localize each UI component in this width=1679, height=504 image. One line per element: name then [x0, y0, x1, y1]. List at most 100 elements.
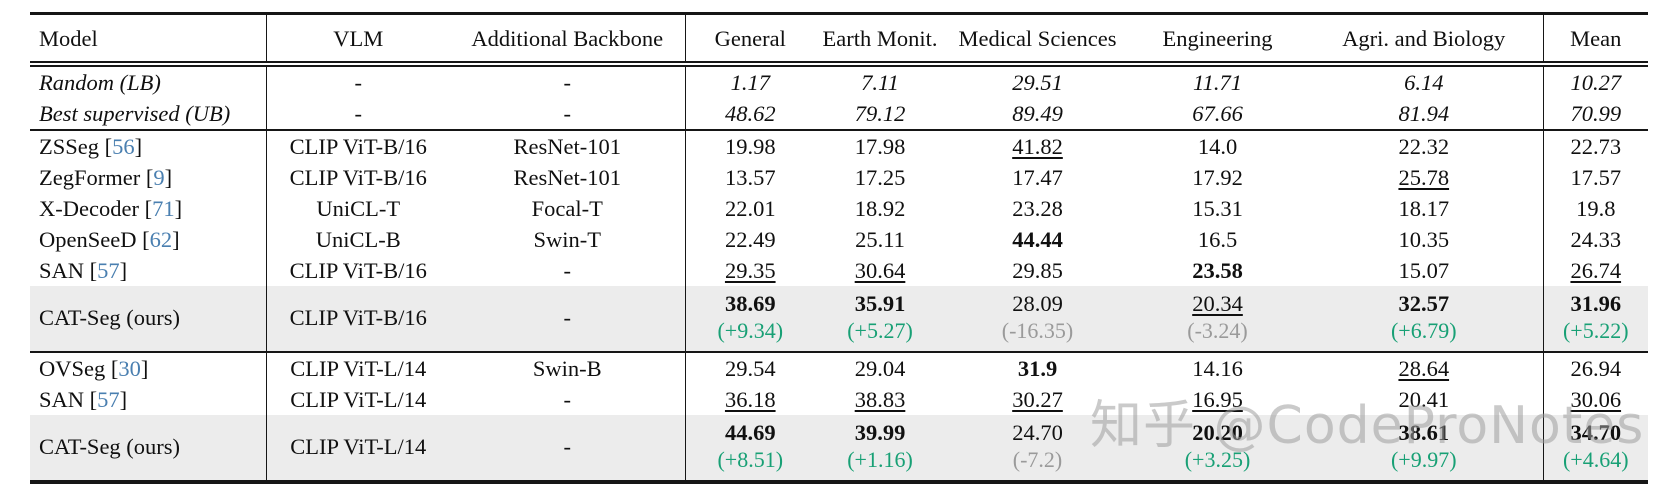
backbone-cell: Focal-T: [450, 193, 686, 224]
mean-cell: 17.57: [1570, 165, 1622, 190]
score-cell: 18.17: [1305, 193, 1544, 224]
score-cell: 15.07: [1305, 255, 1544, 286]
citation-ref[interactable]: 9: [153, 165, 165, 190]
score-delta: (+9.34): [717, 318, 784, 343]
score-value: 31.96: [1570, 291, 1622, 316]
score-cell: 20.20 (+3.25): [1130, 415, 1305, 482]
column-header-vlm: VLM: [266, 13, 450, 67]
score-delta: (+9.97): [1390, 447, 1457, 472]
score-value: 38.69: [724, 291, 776, 316]
row-ovseg: OVSeg [30] CLIP ViT-L/14 Swin-B 29.54 29…: [30, 352, 1648, 384]
score-cell: 15.31: [1192, 196, 1243, 221]
score-cell: 38.69 (+9.34): [685, 286, 815, 352]
column-header-backbone: Additional Backbone: [450, 13, 686, 67]
mean-cell: 26.94: [1570, 356, 1622, 381]
score-delta: (+8.51): [717, 447, 784, 472]
model-label: SAN [: [39, 258, 98, 283]
bracket: ]: [172, 227, 180, 252]
model-cell: Best supervised (UB): [30, 98, 267, 130]
model-cell: Random (LB): [30, 64, 267, 98]
score-cell: 29.04: [854, 356, 906, 381]
mean-cell: 10.27: [1570, 70, 1622, 95]
score-cell: 22.32: [1305, 130, 1544, 162]
score-cell: 30.27: [1012, 387, 1063, 412]
score-cell: 89.49: [1012, 101, 1063, 126]
score-delta: (-3.24): [1187, 318, 1248, 343]
score-cell: 19.98: [724, 134, 776, 159]
mean-cell: 70.99: [1570, 101, 1622, 126]
score-cell: 17.92: [1192, 165, 1243, 190]
score-delta: (+4.64): [1562, 447, 1629, 472]
mean-cell: 34.70 (+4.64): [1543, 415, 1648, 482]
mean-cell: 24.33: [1570, 227, 1622, 252]
model-label: Random (LB): [39, 70, 161, 95]
score-cell: 17.25: [854, 165, 906, 190]
model-cell: X-Decoder [71]: [30, 193, 267, 224]
model-label: Best supervised (UB): [39, 101, 231, 126]
vlm-cell: -: [354, 101, 363, 126]
backbone-cell: Swin-B: [450, 352, 686, 384]
score-cell: 48.62: [724, 101, 776, 126]
backbone-cell: -: [450, 415, 686, 482]
citation-ref[interactable]: 56: [112, 134, 135, 159]
citation-ref[interactable]: 62: [149, 227, 173, 252]
bracket: ]: [174, 196, 183, 221]
column-header-agri: Agri. and Biology: [1305, 13, 1544, 67]
backbone-cell: -: [450, 384, 686, 415]
citation-ref[interactable]: 57: [97, 387, 120, 412]
model-label: ZSSeg [: [39, 134, 113, 159]
row-san-vitb: SAN [57] CLIP ViT-B/16 - 29.35 30.64 29.…: [30, 255, 1648, 286]
score-cell: 29.54: [724, 356, 776, 381]
score-cell: 25.78: [1305, 162, 1544, 193]
vlm-cell: CLIP ViT-B/16: [289, 258, 427, 283]
score-value: 34.70: [1570, 420, 1622, 445]
score-cell: 23.28: [1012, 196, 1063, 221]
score-value: 20.20: [1192, 420, 1243, 445]
column-header-earth: Earth Monit.: [815, 13, 945, 67]
score-cell: 16.5: [1197, 227, 1238, 252]
score-cell: 20.41: [1305, 384, 1544, 415]
score-cell: 24.70 (-7.2): [945, 415, 1130, 482]
column-header-mean: Mean: [1543, 13, 1648, 67]
bracket: ]: [164, 165, 173, 190]
vlm-cell: CLIP ViT-B/16: [289, 165, 427, 190]
score-cell: 7.11: [861, 70, 899, 95]
score-cell: 14.0: [1197, 134, 1238, 159]
score-cell: 13.57: [724, 165, 776, 190]
score-cell: 32.57 (+6.79): [1305, 286, 1544, 352]
column-header-medical: Medical Sciences: [945, 13, 1130, 67]
score-cell: 22.49: [724, 227, 776, 252]
model-label: SAN [: [39, 387, 98, 412]
score-cell: 20.34 (-3.24): [1130, 286, 1305, 352]
row-best-supervised-ub: Best supervised (UB) - - 48.62 79.12 89.…: [30, 98, 1648, 130]
model-label: ZegFormer [: [39, 165, 154, 190]
model-cell: ZegFormer [9]: [30, 162, 267, 193]
score-cell: 44.69 (+8.51): [685, 415, 815, 482]
score-cell: 17.98: [854, 134, 906, 159]
score-cell: 28.64: [1305, 352, 1544, 384]
score-value: 44.69: [724, 420, 776, 445]
mean-cell: 30.06: [1570, 387, 1622, 412]
score-cell: 35.91 (+5.27): [815, 286, 945, 352]
bracket: ]: [134, 134, 143, 159]
score-delta: (-7.2): [1012, 447, 1063, 472]
citation-ref[interactable]: 71: [152, 196, 175, 221]
score-value: 25.78: [1398, 165, 1450, 190]
model-cell: SAN [57]: [30, 255, 267, 286]
score-cell: 38.83: [854, 387, 906, 412]
score-cell: 29.35: [724, 258, 776, 283]
score-cell: 29.51: [1012, 70, 1063, 95]
score-cell: 11.71: [1193, 70, 1242, 95]
backbone-cell: ResNet-101: [450, 162, 686, 193]
row-random-lb: Random (LB) - - 1.17 7.11 29.51 11.71 6.…: [30, 64, 1648, 98]
score-cell: 10.35: [1305, 224, 1544, 255]
score-value: 20.34: [1192, 291, 1243, 316]
vlm-cell: CLIP ViT-B/16: [266, 286, 450, 352]
model-cell: OpenSeeD [62]: [30, 224, 267, 255]
citation-ref[interactable]: 57: [97, 258, 120, 283]
vlm-cell: UniCL-T: [316, 196, 401, 221]
mean-cell: 22.73: [1570, 134, 1622, 159]
row-catseg-vitb: CAT-Seg (ours) CLIP ViT-B/16 - 38.69 (+9.…: [30, 286, 1648, 352]
model-cell: OVSeg [30]: [30, 352, 267, 384]
citation-ref[interactable]: 30: [118, 356, 141, 381]
